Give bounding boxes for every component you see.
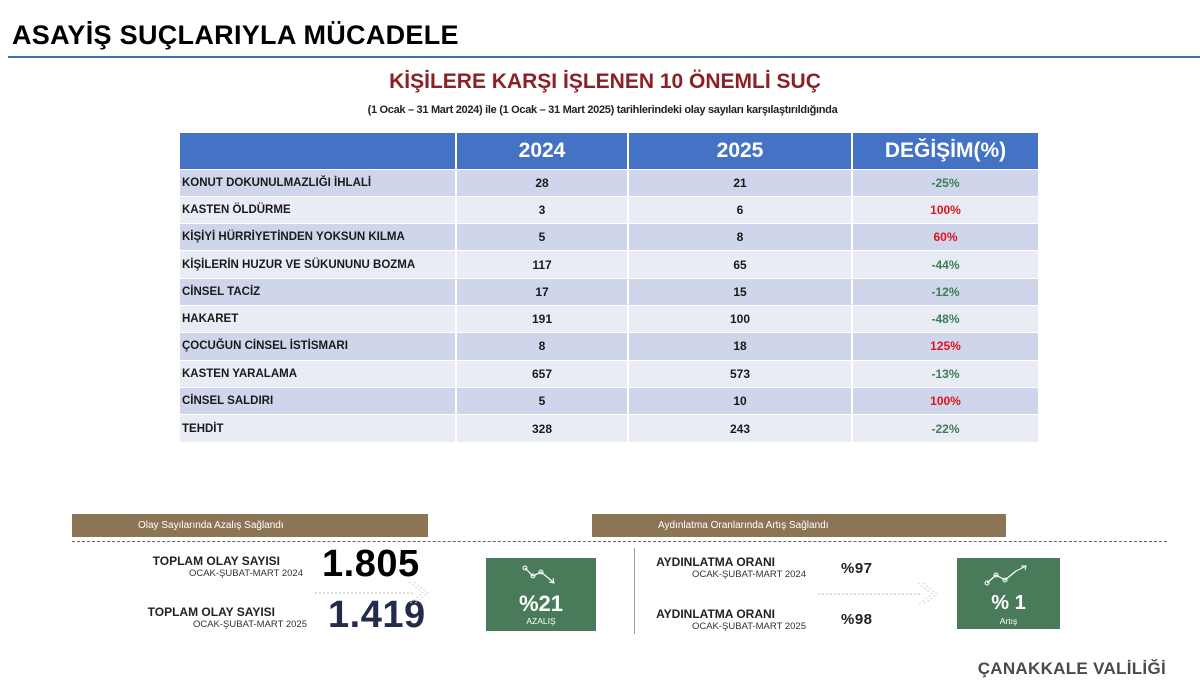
change-percent-cell: -22% <box>852 414 1038 442</box>
clearance-2024-value: %97 <box>841 560 873 577</box>
total-incidents-2025-value: 1.419 <box>328 594 426 636</box>
change-percent-cell: 60% <box>852 223 1038 251</box>
clearance-2025-label: AYDINLATMA ORANI <box>656 607 775 621</box>
count-2024-cell: 8 <box>456 332 629 361</box>
page-title: ASAYİŞ SUÇLARIYLA MÜCADELE <box>12 20 459 50</box>
crime-name-cell: CİNSEL TACİZ <box>180 277 457 306</box>
count-2024-cell: 3 <box>456 195 629 224</box>
change-percent-cell: -12% <box>852 277 1038 306</box>
count-2025-cell: 6 <box>628 195 853 224</box>
count-2024-cell: 328 <box>456 414 629 442</box>
crime-name-cell: KASTEN YARALAMA <box>180 359 457 388</box>
change-percent-cell: -48% <box>852 304 1038 333</box>
total-incidents-2025-period: OCAK-ŞUBAT-MART 2025 <box>192 619 307 630</box>
count-2025-cell: 100 <box>628 304 853 333</box>
table-row: CİNSEL SALDIRI 5 10 100% <box>180 386 1038 415</box>
decrease-banner: Olay Sayılarında Azalış Sağlandı <box>72 514 428 537</box>
count-2024-cell: 5 <box>456 386 629 415</box>
trend-up-icon <box>984 565 1027 586</box>
header-2025: 2025 <box>628 133 853 169</box>
increase-percent: % 1 <box>991 592 1026 614</box>
count-2025-cell: 573 <box>628 359 853 388</box>
crime-name-cell: KASTEN ÖLDÜRME <box>180 195 457 224</box>
crime-name-cell: KONUT DOKUNULMAZLIĞI İHLALİ <box>180 168 457 197</box>
change-percent-cell: -44% <box>852 250 1038 279</box>
total-incidents-2024-value: 1.805 <box>322 543 420 585</box>
increase-summary-box: % 1 Artış <box>957 558 1060 629</box>
change-percent-cell: -25% <box>852 168 1038 197</box>
crime-comparison-table: 2024 2025 DEĞİŞİM(%) KONUT DOKUNULMAZLIĞ… <box>180 133 1038 442</box>
crime-name-cell: TEHDİT <box>180 414 457 442</box>
title-divider <box>8 56 1200 58</box>
crime-name-cell: ÇOCUĞUN CİNSEL İSTİSMARI <box>180 332 457 361</box>
table-row: TEHDİT 328 243 -22% <box>180 414 1038 442</box>
decrease-caption: AZALIŞ <box>526 616 556 626</box>
right-panel-divider <box>634 548 635 634</box>
increase-caption: Artış <box>999 616 1018 626</box>
count-2024-cell: 17 <box>456 277 629 306</box>
total-incidents-2024-period: OCAK-ŞUBAT-MART 2024 <box>188 568 303 579</box>
count-2025-cell: 15 <box>628 277 853 306</box>
table-row: KİŞİLERİN HUZUR VE SÜKUNUNU BOZMA 117 65 -4… <box>180 250 1038 279</box>
count-2025-cell: 21 <box>628 168 853 197</box>
clearance-2024-label: AYDINLATMA ORANI <box>656 555 775 569</box>
header-change: DEĞİŞİM(%) <box>852 133 1038 169</box>
clearance-2025-period: OCAK-ŞUBAT-MART 2025 <box>691 621 806 632</box>
change-percent-cell: -13% <box>852 359 1038 388</box>
table-row: ÇOCUĞUN CİNSEL İSTİSMARI 8 18 125% <box>180 332 1038 361</box>
crime-name-cell: HAKARET <box>180 304 457 333</box>
count-2025-cell: 65 <box>628 250 853 279</box>
change-percent-cell: 100% <box>852 386 1038 415</box>
crime-name-cell: KİŞİYİ HÜRRİYETİNDEN YOKSUN KILMA <box>180 223 457 251</box>
table-row: CİNSEL TACİZ 17 15 -12% <box>180 277 1038 306</box>
clearance-banner: Aydınlatma Oranlarında Artış Sağlandı <box>592 514 1006 537</box>
count-2025-cell: 243 <box>628 414 853 442</box>
count-2024-cell: 657 <box>456 359 629 388</box>
table-row: KİŞİYİ HÜRRİYETİNDEN YOKSUN KILMA 5 8 60% <box>180 223 1038 251</box>
trend-down-icon <box>522 565 555 584</box>
table-header-row: 2024 2025 DEĞİŞİM(%) <box>180 133 1038 169</box>
change-percent-cell: 100% <box>852 195 1038 224</box>
clearance-2025-value: %98 <box>841 611 873 628</box>
crime-name-cell: KİŞİLERİN HUZUR VE SÜKUNUNU BOZMA <box>180 250 457 279</box>
count-2024-cell: 117 <box>456 250 629 279</box>
clearance-2024-period: OCAK-ŞUBAT-MART 2024 <box>691 569 806 580</box>
section-divider <box>72 541 1167 542</box>
count-2025-cell: 18 <box>628 332 853 361</box>
count-2024-cell: 5 <box>456 223 629 251</box>
table-row: KASTEN ÖLDÜRME 3 6 100% <box>180 195 1038 224</box>
table-title: KİŞİLERE KARŞI İŞLENEN 10 ÖNEMLİ SUÇ <box>389 70 821 93</box>
table-row: HAKARET 191 100 -48% <box>180 304 1038 333</box>
footer-organization: ÇANAKKALE VALİLİĞİ <box>977 659 1166 678</box>
decrease-summary-box: %21 AZALIŞ <box>486 558 596 631</box>
count-2024-cell: 28 <box>456 168 629 197</box>
change-percent-cell: 125% <box>852 332 1038 361</box>
header-2024: 2024 <box>456 133 629 169</box>
header-crime <box>180 133 457 169</box>
right-dashed-arrow-icon <box>818 582 938 606</box>
table-row: KASTEN YARALAMA 657 573 -13% <box>180 359 1038 388</box>
count-2025-cell: 10 <box>628 386 853 415</box>
table-subtitle: (1 Ocak – 31 Mart 2024) ile (1 Ocak – 31… <box>367 104 838 116</box>
count-2025-cell: 8 <box>628 223 853 251</box>
total-incidents-2025-label: TOPLAM OLAY SAYISI <box>147 605 275 619</box>
table-body: KONUT DOKUNULMAZLIĞI İHLALİ 28 21 -25% KASTE… <box>180 168 1038 442</box>
total-incidents-2024-label: TOPLAM OLAY SAYISI <box>152 554 280 568</box>
table-row: KONUT DOKUNULMAZLIĞI İHLALİ 28 21 -25% <box>180 168 1038 197</box>
left-dashed-arrow-icon <box>315 581 429 605</box>
count-2024-cell: 191 <box>456 304 629 333</box>
decrease-percent: %21 <box>518 591 564 616</box>
crime-name-cell: CİNSEL SALDIRI <box>180 386 457 415</box>
